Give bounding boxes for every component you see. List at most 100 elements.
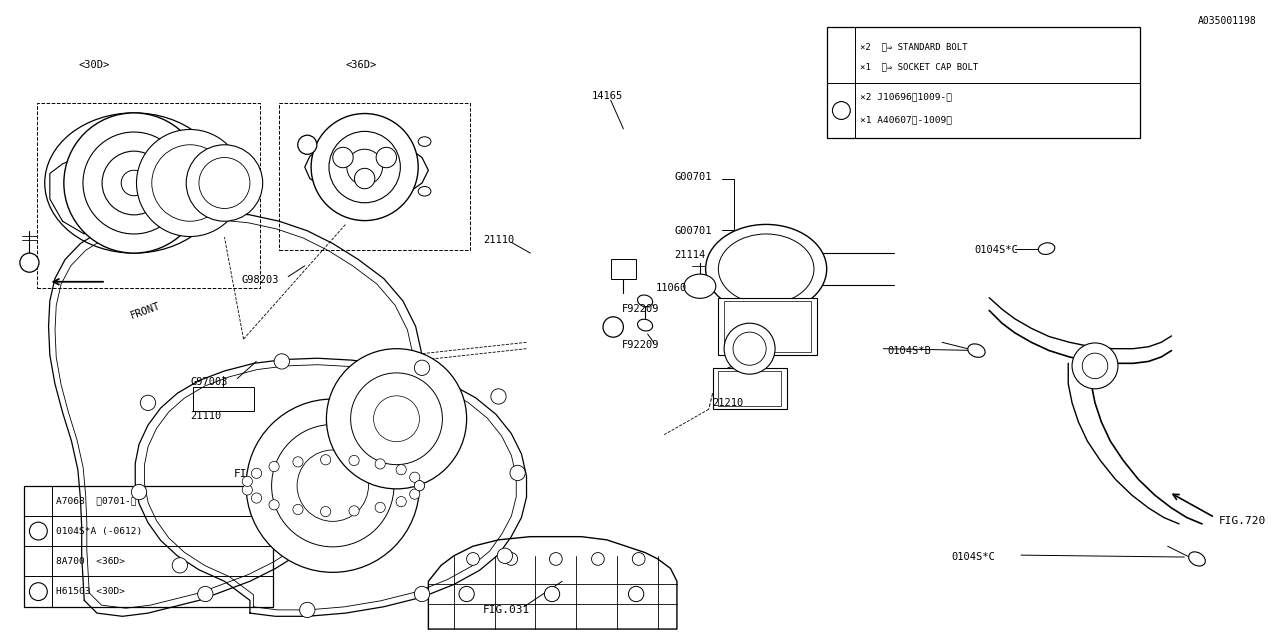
Text: 8A700  <36D>: 8A700 <36D>: [56, 557, 125, 566]
Circle shape: [460, 586, 475, 602]
Circle shape: [326, 349, 467, 489]
Text: FIG.031: FIG.031: [483, 605, 530, 615]
Circle shape: [20, 253, 38, 272]
Circle shape: [242, 476, 252, 486]
Circle shape: [415, 481, 425, 491]
Circle shape: [504, 552, 517, 565]
Text: G97003: G97003: [189, 378, 228, 387]
Text: G98203: G98203: [241, 275, 279, 285]
Circle shape: [603, 317, 623, 337]
Text: G00701: G00701: [675, 172, 712, 182]
Circle shape: [1073, 343, 1117, 389]
Circle shape: [497, 548, 512, 563]
Circle shape: [549, 552, 562, 565]
Ellipse shape: [1038, 243, 1055, 255]
Text: 0104S*A (-0612): 0104S*A (-0612): [56, 527, 142, 536]
Circle shape: [351, 373, 443, 465]
Circle shape: [29, 582, 47, 600]
Text: G00701: G00701: [675, 226, 712, 236]
Text: 11060: 11060: [655, 283, 686, 293]
Circle shape: [300, 602, 315, 618]
Circle shape: [152, 145, 228, 221]
Ellipse shape: [718, 234, 814, 304]
Circle shape: [311, 113, 419, 221]
Circle shape: [293, 504, 303, 515]
Text: 21110: 21110: [189, 411, 221, 420]
Text: <36D>: <36D>: [346, 60, 376, 70]
Circle shape: [375, 459, 385, 469]
Circle shape: [415, 481, 425, 491]
Circle shape: [320, 506, 330, 516]
Circle shape: [269, 461, 279, 472]
Circle shape: [355, 168, 375, 189]
Circle shape: [298, 135, 317, 154]
Circle shape: [396, 465, 406, 475]
Bar: [611, 259, 636, 278]
Circle shape: [410, 489, 420, 499]
Circle shape: [410, 472, 420, 483]
Text: ×2  Ⓢ⇒ STANDARD BOLT: ×2 Ⓢ⇒ STANDARD BOLT: [860, 42, 968, 51]
Text: FIG.720: FIG.720: [1219, 516, 1266, 525]
Text: 21236: 21236: [728, 356, 759, 367]
Circle shape: [724, 323, 776, 374]
Circle shape: [297, 450, 369, 522]
Bar: [827, 27, 1139, 138]
Text: 0104S*B: 0104S*B: [887, 346, 931, 356]
Ellipse shape: [1189, 552, 1206, 566]
Circle shape: [242, 485, 252, 495]
Text: ×2 J10696〈1009-〉: ×2 J10696〈1009-〉: [860, 93, 952, 102]
Text: ×1  Ⓢ⇒ SOCKET CAP BOLT: ×1 Ⓢ⇒ SOCKET CAP BOLT: [860, 63, 979, 72]
Circle shape: [375, 502, 385, 513]
Circle shape: [591, 552, 604, 565]
Text: 21110: 21110: [483, 236, 515, 245]
Circle shape: [122, 170, 147, 196]
Circle shape: [132, 484, 147, 500]
Bar: [279, 103, 471, 250]
Text: 3: 3: [838, 106, 844, 115]
Bar: [24, 486, 273, 607]
Text: 0104S*C: 0104S*C: [974, 245, 1018, 255]
Circle shape: [415, 586, 430, 602]
Text: A035001198: A035001198: [1198, 15, 1257, 26]
Text: <30D>: <30D>: [250, 454, 282, 464]
Circle shape: [544, 586, 559, 602]
Text: F92209: F92209: [622, 303, 659, 314]
Circle shape: [197, 586, 212, 602]
Circle shape: [246, 399, 420, 572]
Text: ×1 A40607〈-1009〉: ×1 A40607〈-1009〉: [860, 115, 952, 124]
Circle shape: [320, 454, 330, 465]
Circle shape: [329, 131, 401, 203]
Circle shape: [832, 102, 850, 120]
Text: <30D>: <30D>: [79, 60, 110, 70]
Bar: [192, 387, 253, 411]
Circle shape: [186, 145, 262, 221]
Circle shape: [141, 395, 156, 410]
Circle shape: [333, 147, 353, 168]
Circle shape: [374, 396, 420, 442]
Bar: [724, 301, 810, 352]
Ellipse shape: [968, 344, 986, 357]
Bar: [718, 371, 782, 406]
Text: H61503 <30D>: H61503 <30D>: [56, 587, 125, 596]
Circle shape: [83, 132, 184, 234]
Bar: [718, 298, 817, 355]
Circle shape: [396, 497, 406, 507]
Circle shape: [467, 552, 480, 565]
Circle shape: [274, 354, 289, 369]
Circle shape: [490, 389, 506, 404]
Circle shape: [251, 493, 261, 503]
Ellipse shape: [419, 186, 431, 196]
Text: 2: 2: [36, 527, 41, 536]
Circle shape: [509, 465, 525, 481]
Circle shape: [1083, 353, 1107, 379]
Circle shape: [251, 468, 261, 479]
Text: 21210: 21210: [713, 398, 744, 408]
Circle shape: [349, 506, 360, 516]
Text: 3: 3: [305, 140, 310, 149]
Text: A7068  〈0701-〉: A7068 〈0701-〉: [56, 496, 137, 506]
Text: F92209: F92209: [622, 340, 659, 351]
Circle shape: [293, 457, 303, 467]
Circle shape: [64, 113, 204, 253]
Text: FIG.022: FIG.022: [233, 469, 280, 479]
Circle shape: [349, 456, 360, 465]
